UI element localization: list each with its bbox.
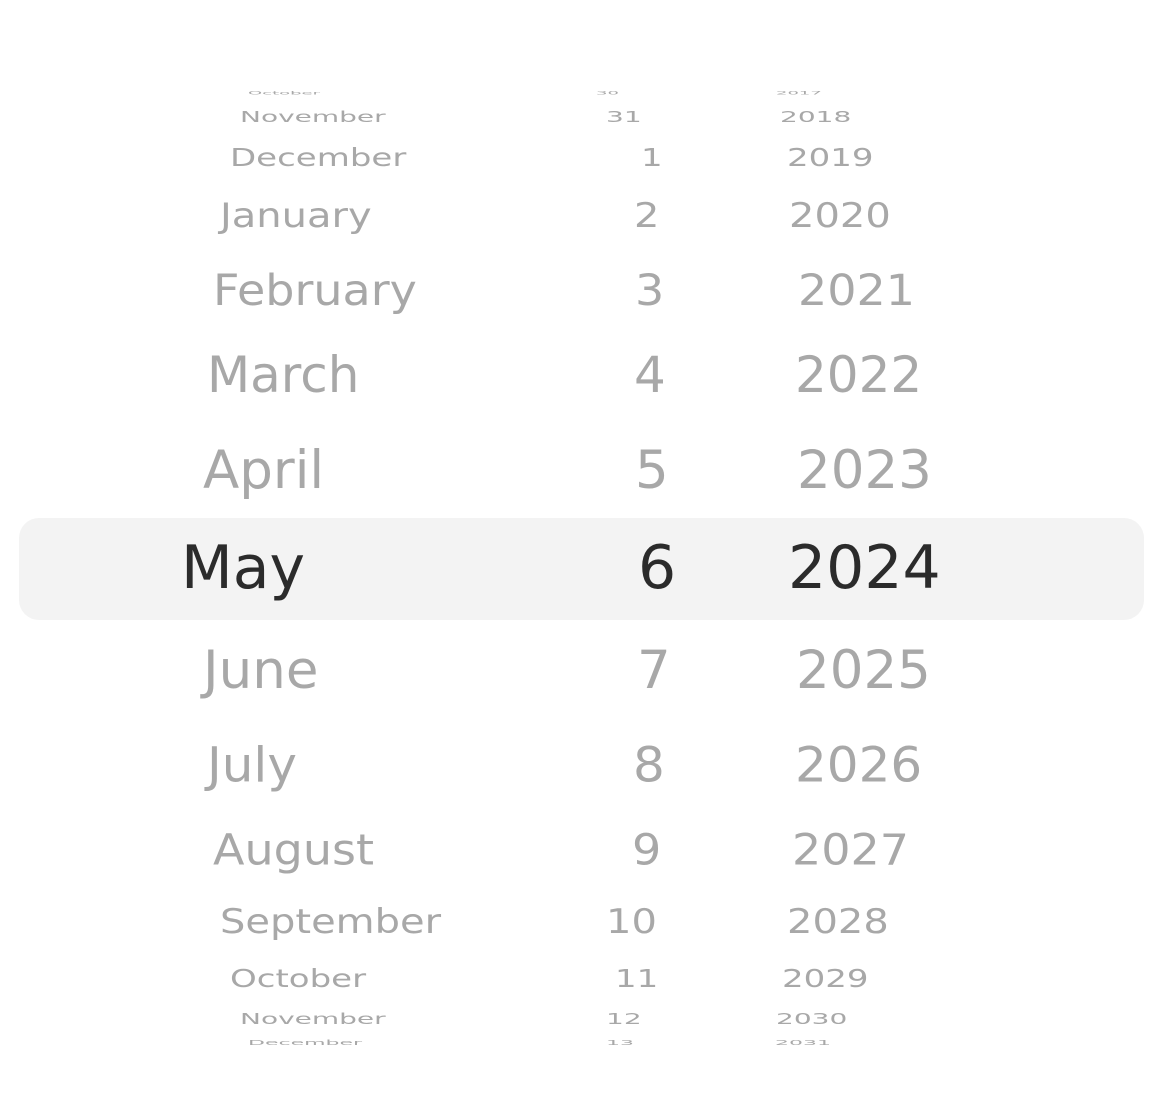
year-value: 2024	[788, 533, 941, 603]
day-value: 12	[606, 1009, 642, 1028]
selection-highlight	[19, 518, 1144, 620]
month-value: May	[181, 533, 306, 603]
year-value: 2019	[787, 143, 874, 173]
year-value: 2020	[789, 196, 891, 236]
day-value: 30	[596, 90, 619, 96]
month-value: August	[213, 825, 374, 875]
month-value: March	[207, 346, 360, 404]
month-value: December	[230, 143, 407, 173]
month-value: April	[203, 439, 325, 501]
month-value: November	[240, 107, 386, 126]
day-value: 9	[632, 825, 662, 875]
month-value: November	[240, 1009, 386, 1028]
month-value: July	[207, 736, 297, 794]
day-value: 3	[635, 264, 665, 316]
month-value: September	[220, 902, 442, 942]
day-value: 6	[638, 533, 677, 603]
year-value: 2023	[797, 439, 932, 501]
year-value: 2031	[775, 1039, 831, 1047]
year-value: 2025	[796, 639, 931, 701]
month-value: October	[230, 964, 367, 994]
day-value: 8	[633, 736, 665, 794]
day-value: 2	[634, 196, 660, 236]
day-value: 5	[635, 439, 669, 501]
year-value: 2027	[792, 825, 910, 875]
day-value: 13	[606, 1039, 634, 1047]
day-value: 7	[637, 639, 671, 701]
year-value: 2021	[798, 264, 916, 316]
month-value: October	[248, 90, 321, 96]
year-value: 2022	[795, 346, 923, 404]
day-value: 11	[615, 964, 659, 994]
month-value: December	[248, 1039, 363, 1047]
year-value: 2029	[782, 964, 869, 994]
day-value: 31	[606, 107, 642, 126]
year-value: 2030	[776, 1009, 848, 1028]
day-value: 4	[634, 346, 666, 404]
month-value: January	[220, 196, 372, 236]
month-value: June	[203, 639, 319, 701]
day-value: 1	[641, 143, 663, 173]
year-value: 2017	[776, 90, 822, 96]
year-value: 2026	[795, 736, 923, 794]
day-value: 10	[606, 902, 657, 942]
year-value: 2028	[787, 902, 889, 942]
year-value: 2018	[780, 107, 852, 126]
month-value: February	[213, 264, 417, 316]
